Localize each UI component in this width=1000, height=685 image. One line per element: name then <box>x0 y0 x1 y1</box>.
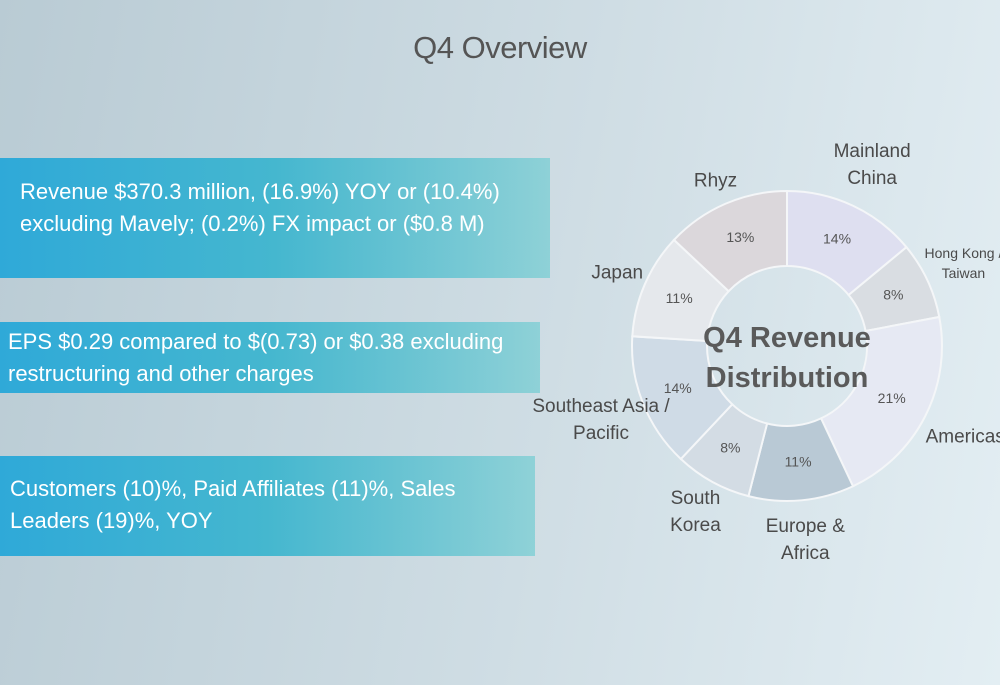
category-label: Rhyz <box>693 170 738 192</box>
highlight-box: EPS $0.29 compared to $(0.73) or $0.38 e… <box>0 322 540 393</box>
highlight-box: Customers (10)%, Paid Affiliates (11)%, … <box>0 456 535 556</box>
value-label: 14% <box>823 230 851 246</box>
value-label: 11% <box>785 454 812 470</box>
donut-segment <box>672 189 788 293</box>
value-label: 8% <box>883 287 903 303</box>
value-label: 11% <box>666 290 693 306</box>
category-label: Hong Kong / Taiwan <box>924 244 1000 281</box>
category-label: Europe & Africa <box>765 516 845 565</box>
category-label: Americas <box>925 426 1000 448</box>
value-label: 14% <box>664 380 692 396</box>
category-label: South Korea <box>670 488 721 537</box>
value-label: 13% <box>726 229 754 245</box>
value-label: 21% <box>878 390 906 406</box>
category-label: Mainland China <box>833 141 911 190</box>
chart-title: Q4 Revenue Distribution <box>703 322 871 394</box>
donut-segment <box>819 315 943 488</box>
category-label: Southeast Asia / Pacific <box>532 395 670 444</box>
value-label: 8% <box>720 440 740 456</box>
highlight-box: Revenue $370.3 million, (16.9%) YOY or (… <box>0 158 550 278</box>
slide-title: Q4 Overview <box>413 30 587 65</box>
category-label: Japan <box>591 262 644 284</box>
